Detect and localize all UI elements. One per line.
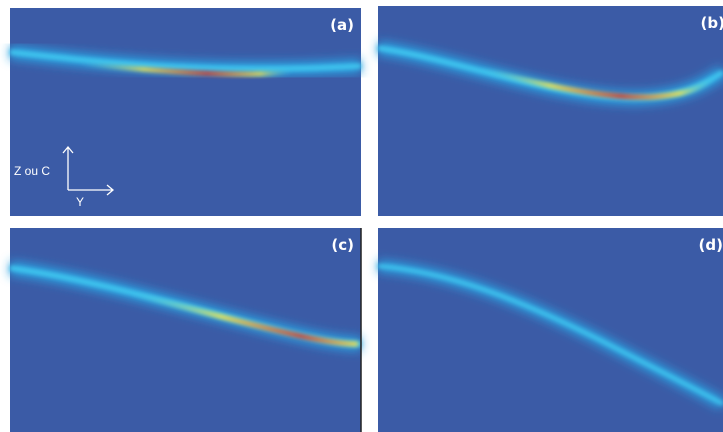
vertical-axis-label: Z ou C xyxy=(14,164,50,178)
flow xyxy=(377,264,723,406)
panel-label: (d) xyxy=(699,236,723,254)
panel-c: (c) xyxy=(9,228,362,432)
axes-indicator xyxy=(62,145,115,196)
panel-a: (a) Z ou C Y xyxy=(9,8,362,216)
flow xyxy=(9,49,362,72)
panel-label: (b) xyxy=(701,14,723,32)
panel-label: (a) xyxy=(330,16,354,34)
flow-core xyxy=(79,62,293,77)
horizontal-axis-label: Y xyxy=(76,195,84,209)
panel-background xyxy=(378,6,723,216)
panel-d: (d) xyxy=(377,228,723,432)
flow-core xyxy=(129,291,359,347)
panel-label: (c) xyxy=(331,236,354,254)
panel-b: (b) xyxy=(376,6,723,216)
panel-background xyxy=(10,8,361,216)
panel-background xyxy=(378,228,723,432)
flow-core xyxy=(479,65,717,100)
